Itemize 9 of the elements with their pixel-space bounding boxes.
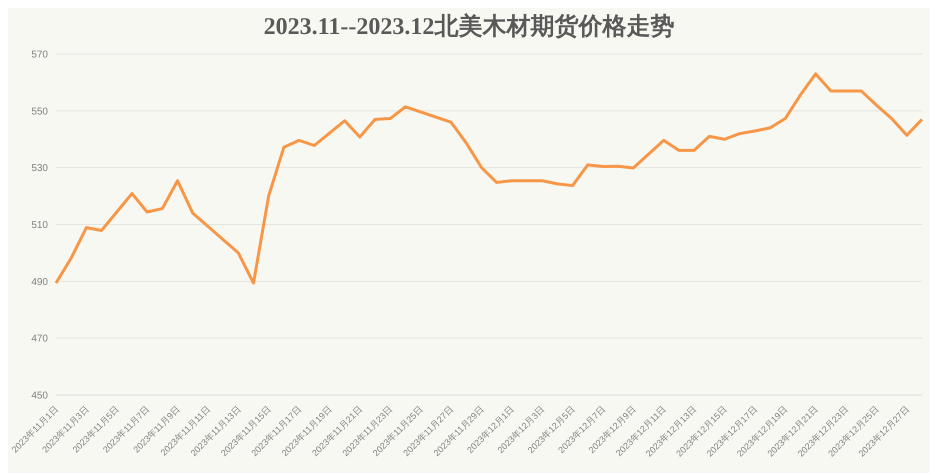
y-tick-label: 530: [31, 163, 48, 174]
line-series: [54, 72, 924, 285]
chart-title: 2023.11--2023.12北美木材期货价格走势: [262, 12, 676, 42]
y-tick-label: 490: [31, 276, 48, 288]
y-tick-label: 550: [31, 106, 48, 118]
y-tick-label: 570: [31, 50, 48, 61]
y-tick-label: 450: [31, 390, 48, 402]
y-tick-label: 510: [31, 220, 48, 232]
y-tick-label: 470: [31, 334, 48, 345]
